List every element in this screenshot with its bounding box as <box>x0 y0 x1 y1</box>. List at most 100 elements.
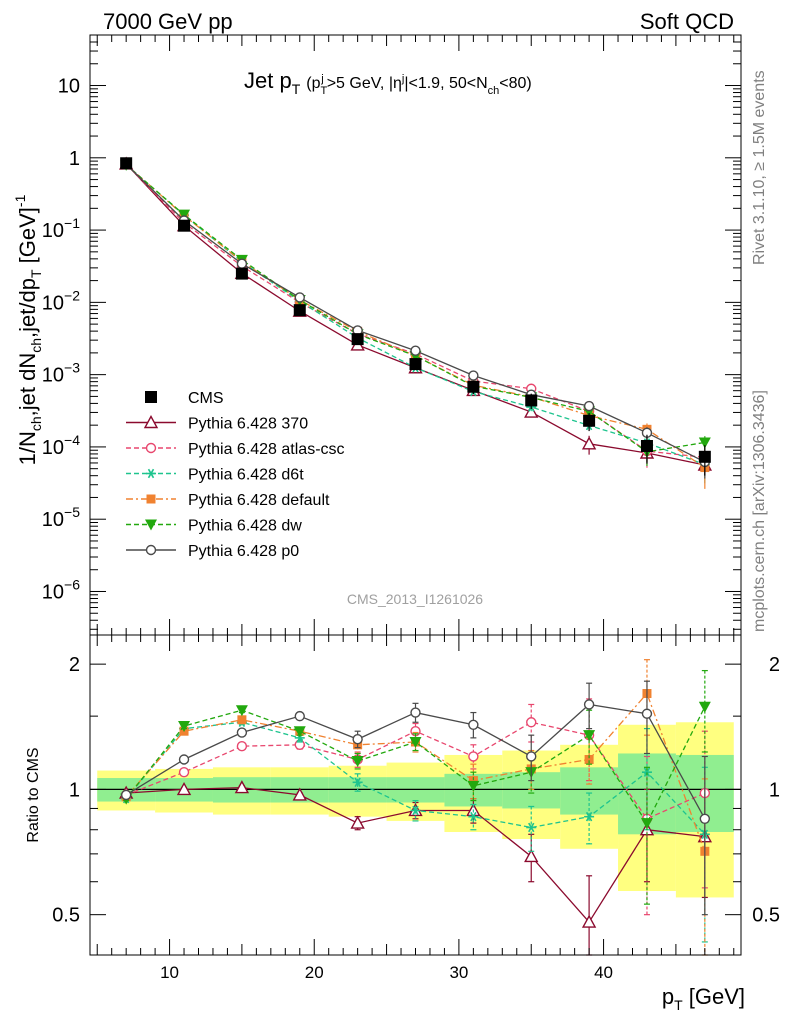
legend: CMS Pythia 6.428 370 Pythia 6.428 atlas-cs… <box>126 390 345 560</box>
x-tick-label: 40 <box>594 963 613 982</box>
ratio-point <box>581 914 597 928</box>
star-stroke <box>147 468 155 479</box>
rivet-label: Rivet 3.1.10, ≥ 1.5M events <box>751 70 768 265</box>
y-tick-label: 10−4 <box>42 432 80 459</box>
ratio-point <box>698 701 711 713</box>
ratio-frame <box>89 634 742 956</box>
x-tick-label: 30 <box>449 963 468 982</box>
series-5 <box>120 159 711 916</box>
legend-label: Pythia 6.428 default <box>188 492 330 509</box>
data-series <box>120 157 711 476</box>
ratio-point <box>176 781 192 796</box>
ratio-point <box>236 727 248 738</box>
y-tick-label: 10−5 <box>42 504 80 531</box>
legend-marker <box>145 519 157 531</box>
ratio-tick-label-right: 2 <box>769 654 780 676</box>
ratio-point <box>468 719 479 730</box>
star-stroke <box>585 811 593 822</box>
legend-label: Pythia 6.428 370 <box>188 416 308 433</box>
ratio-point <box>584 754 594 764</box>
legend-marker <box>145 442 157 454</box>
ratio-point <box>468 811 479 822</box>
y-axis-label: 1/Nch,jet dNch,jet/dpT [GeV]-1 <box>12 194 44 465</box>
ratio-point <box>350 815 365 829</box>
x-tick-label: 20 <box>305 963 324 982</box>
x-axis-label: pT [GeV] <box>662 984 745 1013</box>
series-point <box>524 404 539 418</box>
ratio-point <box>236 741 248 752</box>
y-tick-label: 10−2 <box>42 287 80 314</box>
ratio-point <box>526 717 537 728</box>
ratio-point <box>294 710 305 722</box>
legend-entry-data: CMS <box>145 390 224 407</box>
series-point <box>583 400 595 412</box>
ratio-tick-label-right: 1 <box>769 779 780 801</box>
legend-marker <box>145 544 157 556</box>
ratio-point <box>467 780 480 792</box>
legend-marker <box>145 391 157 403</box>
series-point <box>698 437 711 449</box>
series-point <box>294 292 305 303</box>
ratio-point <box>583 730 596 742</box>
data-point <box>698 450 711 463</box>
ratio-point <box>178 766 190 778</box>
star-stroke <box>528 822 535 833</box>
ratio-point <box>699 813 711 824</box>
star-stroke <box>412 805 419 816</box>
data-point <box>351 333 364 346</box>
legend-entry-5: Pythia 6.428 p0 <box>126 543 299 560</box>
y-tick-label: 10−1 <box>42 215 80 242</box>
data-point <box>583 414 596 427</box>
y-tick-label: 10−6 <box>42 576 80 603</box>
legend-entry-2: Pythia 6.428 d6t <box>126 467 304 484</box>
legend-label: CMS <box>188 390 224 407</box>
legend-entry-3: Pythia 6.428 default <box>126 492 330 509</box>
ratio-tick-label: 1 <box>69 779 80 801</box>
ratio-point <box>526 751 537 762</box>
ratio-point <box>237 715 247 725</box>
legend-entry-4: Pythia 6.428 dw <box>126 518 302 535</box>
analysis-watermark: CMS_2013_I1261026 <box>347 591 483 607</box>
data-point <box>409 358 422 371</box>
ratio-point <box>468 776 478 786</box>
data-point <box>467 380 480 393</box>
legend-label: Pythia 6.428 atlas-csc <box>188 441 345 458</box>
y-tick-label: 10−3 <box>42 360 80 387</box>
ratio-point <box>583 699 595 710</box>
legend-label: Pythia 6.428 dw <box>188 518 302 535</box>
source-label: mcplots.cern.ch [arXiv:1306.3436] <box>751 390 768 632</box>
y-tick-label: 1 <box>69 148 80 170</box>
legend-entry-0: Pythia 6.428 370 <box>126 415 308 433</box>
ratio-point <box>120 789 132 801</box>
ratio-line <box>125 692 706 852</box>
series-point <box>581 436 597 450</box>
ratio-point <box>410 805 421 816</box>
ratio-tick-label: 0.5 <box>52 905 80 927</box>
ratio-y-axis-label: Ratio to CMS <box>25 747 42 842</box>
ratio-point <box>409 736 422 748</box>
star-stroke <box>643 767 651 777</box>
series-line <box>125 163 705 459</box>
legend-marker <box>146 468 156 479</box>
series-point <box>468 370 479 381</box>
ratio-point <box>410 707 421 718</box>
chart-title: Jet pT (pTj >5 GeV, |ηj|<1.9, 50<Nch<80) <box>244 68 532 97</box>
ratio-point <box>584 811 595 822</box>
data-point <box>120 157 133 170</box>
legend-label: Pythia 6.428 p0 <box>188 543 299 560</box>
legend-label: Pythia 6.428 d6t <box>188 467 304 484</box>
series-point <box>236 258 248 269</box>
header-left: 7000 GeV pp <box>103 9 233 34</box>
ratio-point <box>352 734 363 745</box>
star-stroke <box>354 777 361 788</box>
ratio-point <box>640 818 653 830</box>
data-point <box>640 439 653 452</box>
series-point <box>178 209 191 221</box>
ratio-tick-label: 2 <box>69 654 80 676</box>
x-tick-label: 10 <box>160 963 179 982</box>
ratio-point <box>351 756 364 768</box>
data-point <box>235 267 248 280</box>
data-point <box>293 304 306 317</box>
ratio-point <box>524 849 539 863</box>
ratio-point <box>641 708 653 719</box>
